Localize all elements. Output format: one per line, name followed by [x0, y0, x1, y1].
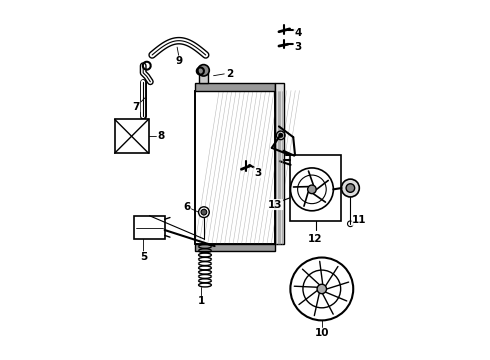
Text: 3: 3	[254, 168, 261, 178]
Text: 8: 8	[157, 131, 165, 141]
Bar	[199, 73, 208, 83]
Bar	[115, 119, 148, 153]
Text: 9: 9	[175, 56, 182, 66]
Circle shape	[291, 257, 353, 320]
Text: 3: 3	[294, 42, 301, 52]
Text: 11: 11	[352, 215, 367, 225]
Text: 4: 4	[294, 28, 301, 38]
Circle shape	[342, 179, 359, 197]
Text: 7: 7	[132, 102, 140, 112]
Bar	[290, 155, 342, 221]
Text: 1: 1	[198, 296, 205, 306]
Circle shape	[291, 168, 333, 211]
Circle shape	[308, 185, 316, 194]
Bar	[195, 244, 275, 251]
Text: 6: 6	[184, 202, 191, 212]
Text: 13: 13	[268, 199, 283, 210]
Circle shape	[201, 209, 207, 215]
Circle shape	[279, 134, 283, 137]
Text: 10: 10	[315, 328, 329, 338]
Bar	[134, 216, 165, 239]
Circle shape	[346, 184, 355, 192]
Text: 5: 5	[140, 252, 147, 262]
Bar	[275, 83, 284, 244]
Text: 2: 2	[226, 69, 233, 79]
Bar	[195, 83, 275, 91]
Text: 12: 12	[308, 234, 323, 244]
Bar	[195, 91, 275, 244]
Circle shape	[198, 64, 209, 76]
Bar	[195, 91, 275, 244]
Circle shape	[317, 284, 326, 294]
